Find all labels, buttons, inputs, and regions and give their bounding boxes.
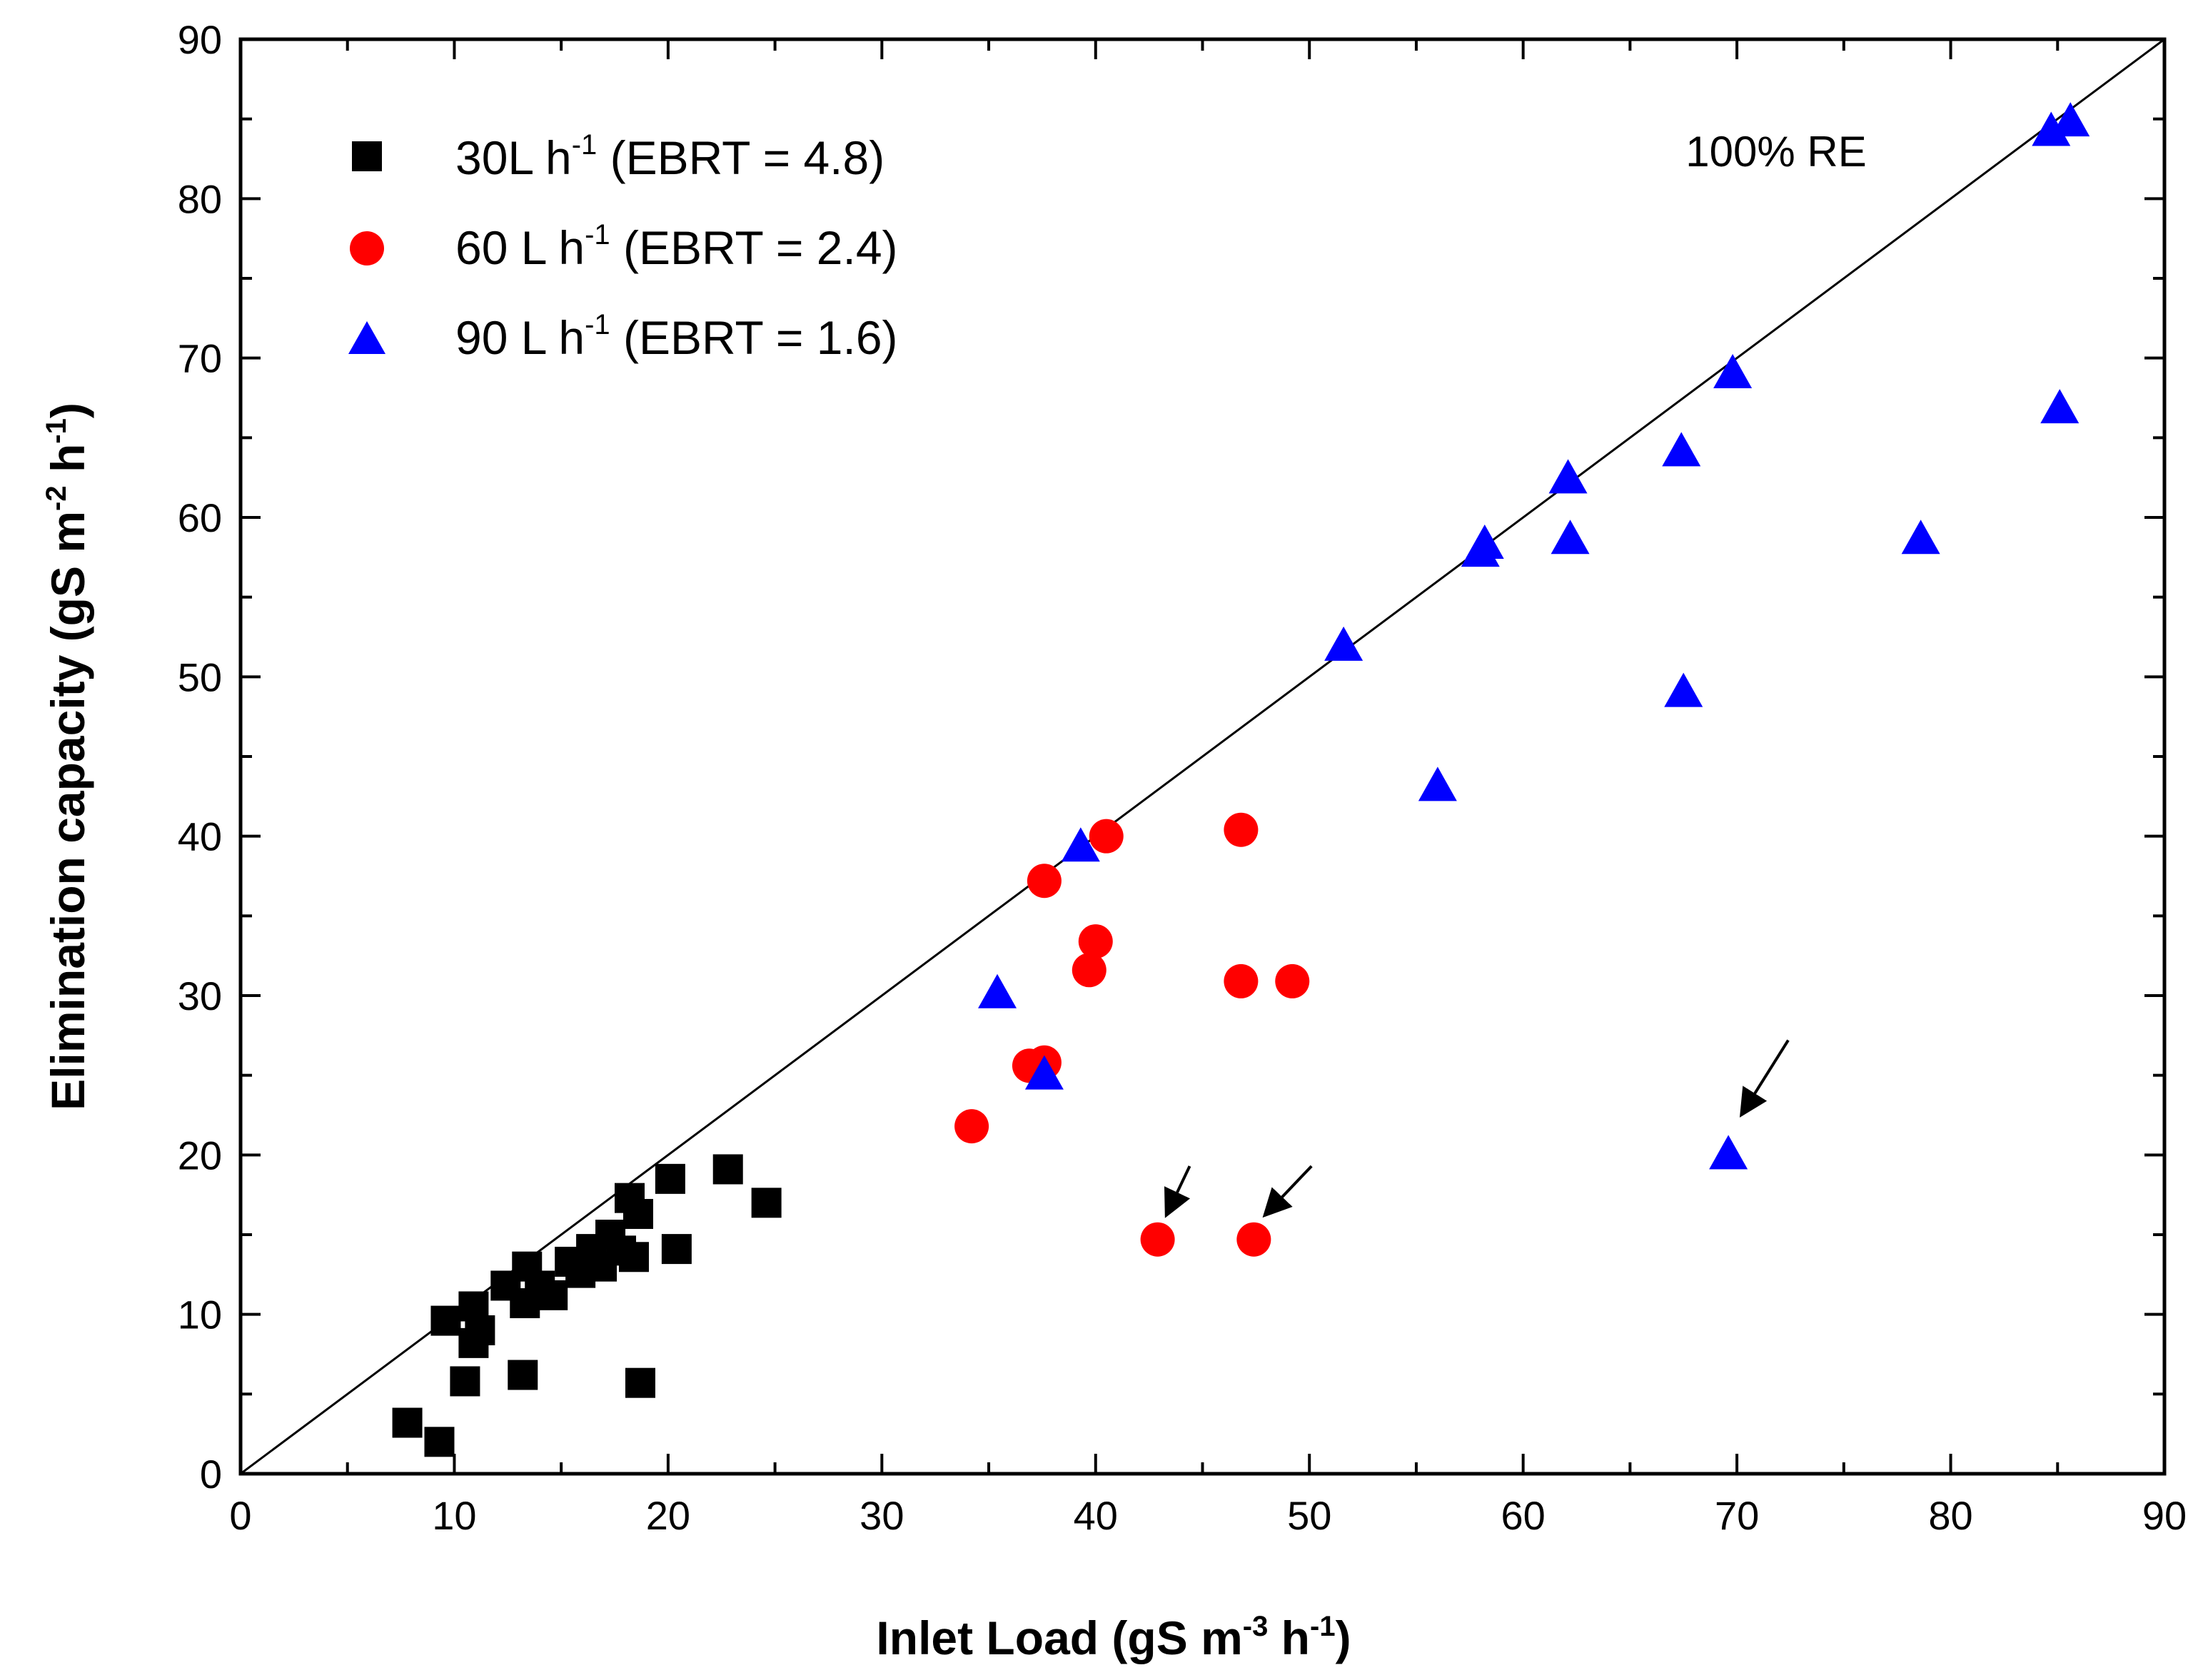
y-tick-label: 70 <box>178 336 222 381</box>
y-axis-title-mid: h <box>41 444 94 486</box>
x-axis-title-pre: Inlet Load (gS m <box>876 1611 1242 1664</box>
x-tick-label: 20 <box>646 1493 690 1538</box>
point-circle-60lh <box>1224 963 1259 998</box>
x-tick-label: 40 <box>1074 1493 1118 1538</box>
x-tick-label: 80 <box>1928 1493 1972 1538</box>
legend-label-60-post: (EBRT = 2.4) <box>610 221 898 274</box>
x-tick-label: 60 <box>1501 1493 1546 1538</box>
point-square-30lh <box>625 1367 655 1398</box>
point-triangle-90lh <box>2032 111 2071 146</box>
point-square-30lh <box>392 1407 423 1438</box>
y-tick-label: 50 <box>178 654 222 699</box>
legend-label-30-sup: -1 <box>572 129 598 161</box>
y-tick-label: 80 <box>178 176 222 221</box>
x-axis-title-post: ) <box>1336 1611 1351 1664</box>
point-triangle-90lh <box>978 973 1017 1008</box>
x-axis-title-sup1: -3 <box>1243 1611 1269 1642</box>
y-tick-label: 90 <box>178 17 222 62</box>
point-circle-60lh <box>1224 812 1259 847</box>
x-tick-label: 30 <box>859 1493 904 1538</box>
legend-label-30-pre: 30L h <box>455 131 572 184</box>
point-square-30lh <box>661 1234 692 1265</box>
x-tick-label: 90 <box>2142 1493 2187 1538</box>
legend-label-30-post: (EBRT = 4.8) <box>597 131 884 184</box>
y-tick-label: 60 <box>178 495 222 540</box>
point-square-30lh <box>430 1305 461 1336</box>
point-circle-60lh <box>1072 953 1106 988</box>
point-circle-60lh <box>1078 924 1113 959</box>
annotation-arrow <box>1262 1165 1313 1218</box>
x-tick-label: 10 <box>432 1493 476 1538</box>
point-circle-60lh <box>1275 963 1310 998</box>
point-triangle-90lh <box>1548 459 1588 494</box>
point-square-30lh <box>712 1154 743 1185</box>
legend-label-90: 90 L h-1 (EBRT = 1.6) <box>455 309 898 364</box>
point-triangle-90lh <box>1713 354 1753 388</box>
point-square-30lh <box>465 1315 495 1345</box>
y-tick-label: 0 <box>200 1452 222 1497</box>
legend-label-60-pre: 60 L h <box>455 221 585 274</box>
point-triangle-90lh <box>1662 432 1701 467</box>
y-axis-title-pre: Elimination capacity (gS m <box>41 511 94 1110</box>
data-points <box>392 102 2090 1457</box>
legend-label-90-sup: -1 <box>585 309 610 340</box>
point-circle-60lh <box>1089 819 1124 854</box>
x-axis-title-sup2: -1 <box>1310 1611 1336 1642</box>
y-axis-title-post: ) <box>41 403 94 418</box>
legend-marker-square <box>352 141 382 171</box>
x-axis-title-mid: h <box>1268 1611 1310 1664</box>
legend-label-90-pre: 90 L h <box>455 311 585 364</box>
legend: 30L h-1 (EBRT = 4.8) 60 L h-1 (EBRT = 2.… <box>348 129 898 364</box>
point-circle-60lh <box>1236 1222 1271 1257</box>
y-tick-label: 20 <box>178 1133 222 1178</box>
point-triangle-90lh <box>1709 1135 1748 1170</box>
point-square-30lh <box>751 1188 782 1218</box>
point-triangle-90lh <box>1551 520 1590 555</box>
point-circle-60lh <box>954 1109 989 1144</box>
reference-line <box>241 39 2164 1474</box>
y-tick-label: 30 <box>178 973 222 1018</box>
x-tick-label: 70 <box>1715 1493 1759 1538</box>
annotation-arrow <box>1164 1165 1191 1218</box>
y-tick-label: 10 <box>178 1292 222 1337</box>
point-circle-60lh <box>1140 1222 1175 1257</box>
legend-label-60-sup: -1 <box>585 219 610 251</box>
point-triangle-90lh <box>1324 626 1363 661</box>
x-tick-label: 0 <box>229 1493 251 1538</box>
annotation-arrows <box>1164 1039 1790 1218</box>
x-axis-title: Inlet Load (gS m-3 h-1) <box>876 1611 1351 1664</box>
point-triangle-90lh <box>1061 827 1100 862</box>
point-circle-60lh <box>1027 864 1062 899</box>
y-axis-title-sup2: -1 <box>41 418 72 444</box>
reference-line-layer <box>241 39 2164 1474</box>
annotation-arrow <box>1739 1039 1790 1118</box>
point-square-30lh <box>622 1198 653 1229</box>
point-triangle-90lh <box>1418 766 1457 801</box>
point-triangle-90lh <box>1024 1055 1064 1090</box>
axis-tick-labels: 0 10 20 30 40 50 60 70 80 90 0 10 20 30 40 50 60 70 80 90 <box>178 17 2187 1538</box>
point-square-30lh <box>655 1163 685 1194</box>
legend-label-90-post: (EBRT = 1.6) <box>610 311 898 364</box>
point-square-30lh <box>450 1366 480 1397</box>
reference-line-label: 100% RE <box>1685 128 1866 176</box>
axis-ticks <box>239 38 2166 1475</box>
x-tick-label: 50 <box>1287 1493 1331 1538</box>
point-square-30lh <box>618 1242 649 1272</box>
point-triangle-90lh <box>2051 102 2090 137</box>
point-triangle-90lh <box>2040 389 2079 424</box>
legend-label-30: 30L h-1 (EBRT = 4.8) <box>455 129 884 184</box>
y-axis-title: Elimination capacity (gS m-2 h-1) <box>41 403 94 1110</box>
legend-marker-triangle <box>348 321 385 354</box>
point-square-30lh <box>538 1280 568 1310</box>
legend-label-60: 60 L h-1 (EBRT = 2.4) <box>455 219 898 274</box>
point-triangle-90lh <box>1664 672 1703 707</box>
point-square-30lh <box>508 1360 538 1390</box>
point-triangle-90lh <box>1901 520 1940 555</box>
y-tick-label: 40 <box>178 814 222 859</box>
legend-marker-circle <box>350 231 384 265</box>
point-triangle-90lh <box>1465 524 1504 559</box>
y-axis-title-sup1: -2 <box>41 485 72 511</box>
point-square-30lh <box>424 1427 455 1457</box>
